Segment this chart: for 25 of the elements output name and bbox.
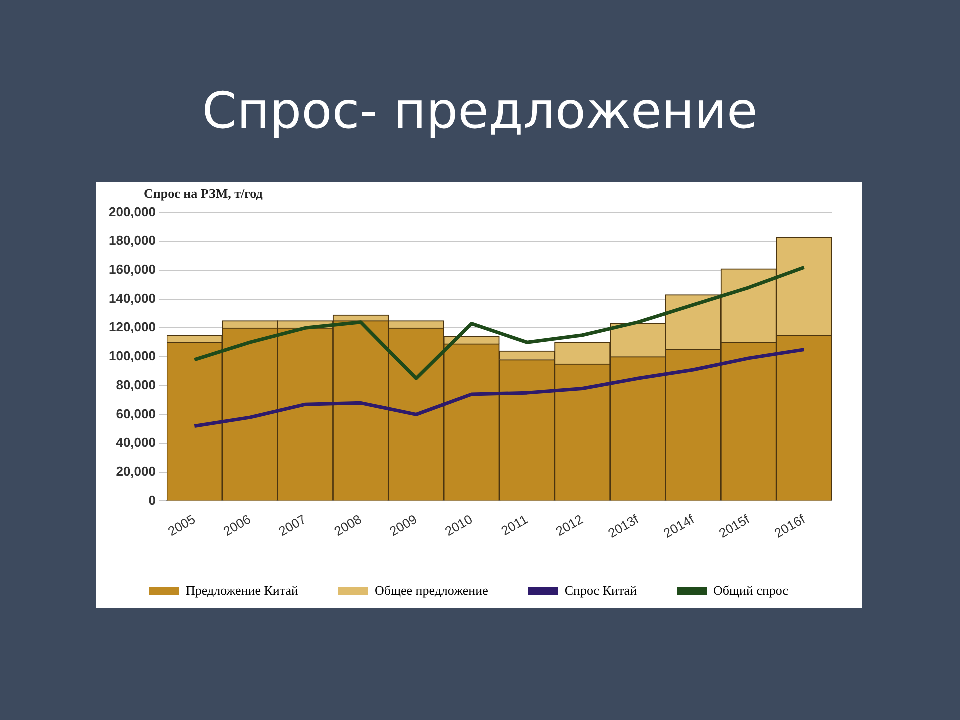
x-tick-label: 2009	[387, 512, 420, 540]
x-tick-label: 2012	[553, 512, 586, 540]
y-tick-label: 140,000	[108, 290, 156, 306]
y-tick-label: 60,000	[116, 406, 156, 422]
y-tick-label: 20,000	[116, 464, 156, 479]
x-tick-label: 2005	[165, 512, 198, 540]
y-tick-label: 100,000	[108, 348, 156, 364]
legend-label: Спрос Китай	[564, 582, 638, 598]
y-tick-label: 80,000	[116, 377, 156, 392]
y-axis-title: Спрос на РЗМ, т/год	[144, 186, 263, 202]
x-tick-label: 2007	[276, 512, 309, 540]
y-tick-label: 0	[148, 492, 156, 508]
legend-label: Общий спрос	[714, 582, 789, 598]
y-tick-label: 180,000	[108, 233, 156, 248]
y-tick-label: 200,000	[108, 204, 156, 220]
x-tick-label: 2010	[442, 512, 476, 540]
x-tick-label: 2008	[332, 512, 364, 540]
y-tick-label: 120,000	[108, 320, 156, 335]
x-tick-label: 2006	[220, 512, 254, 540]
legend-label: Предложение Китай	[186, 582, 298, 598]
legend-label: Общее предложение	[374, 582, 489, 598]
y-tick-label: 160,000	[108, 262, 156, 278]
x-tick-label: 2011	[498, 512, 530, 539]
chart-title: Спрос- предложение	[201, 82, 759, 140]
y-tick-label: 40,000	[116, 435, 156, 450]
